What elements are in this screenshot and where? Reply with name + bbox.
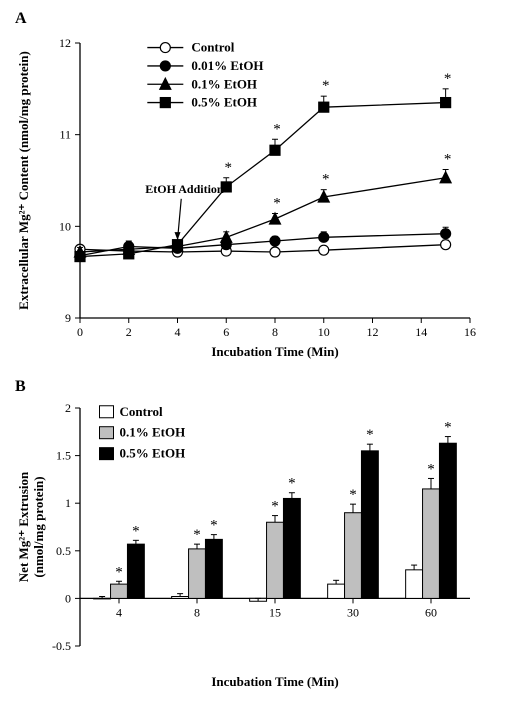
bar — [345, 513, 362, 599]
data-point — [270, 236, 280, 246]
bar — [127, 544, 144, 598]
data-point — [221, 231, 232, 242]
svg-text:11: 11 — [59, 128, 71, 142]
significance-star: * — [322, 172, 330, 188]
bar — [328, 584, 345, 598]
svg-text:30: 30 — [347, 605, 359, 619]
data-point — [75, 252, 85, 262]
svg-text:15: 15 — [269, 605, 281, 619]
svg-text:10: 10 — [59, 219, 71, 233]
bar — [172, 596, 189, 598]
svg-text:9: 9 — [65, 311, 71, 325]
data-point — [319, 245, 329, 255]
significance-star: * — [271, 499, 279, 515]
svg-text:4: 4 — [116, 605, 122, 619]
significance-star: * — [349, 487, 357, 503]
svg-text:12: 12 — [367, 325, 379, 339]
data-point — [319, 102, 329, 112]
bar — [406, 570, 423, 599]
legend-label: 0.1% EtOH — [191, 76, 257, 91]
svg-text:12: 12 — [59, 36, 71, 50]
svg-text:8: 8 — [272, 325, 278, 339]
significance-star: * — [273, 196, 281, 212]
data-point — [319, 232, 329, 242]
data-point — [173, 240, 183, 250]
legend-marker — [160, 61, 170, 71]
significance-star: * — [132, 523, 140, 539]
svg-text:-0.5: -0.5 — [52, 639, 71, 653]
svg-text:8: 8 — [194, 605, 200, 619]
legend-label: 0.5% EtOH — [191, 95, 257, 110]
svg-text:6: 6 — [223, 325, 229, 339]
legend-label: Control — [191, 40, 234, 55]
svg-text:1.5: 1.5 — [56, 449, 71, 463]
svg-text:1: 1 — [65, 496, 71, 510]
bar — [205, 539, 222, 598]
data-point — [441, 98, 451, 108]
svg-text:0: 0 — [65, 591, 71, 605]
svg-text:0: 0 — [77, 325, 83, 339]
panel-b-ylabel: (nmol/mg protein) — [31, 476, 46, 577]
legend-swatch — [100, 406, 114, 418]
legend-label: 0.1% EtOH — [120, 425, 186, 440]
series-line — [80, 178, 446, 252]
svg-text:14: 14 — [415, 325, 427, 339]
panel-b-chart: -0.5 0 0.5 1 1.5 2 4 8 15 30 60 Incubation Time (Mi… — [10, 396, 530, 696]
legend-label: Control — [120, 404, 163, 419]
bar — [189, 549, 206, 599]
svg-text:2: 2 — [126, 325, 132, 339]
panel-a-chart: 0 2 4 6 8 10 12 14 16 9 10 11 12 Incubation Time (Min… — [10, 28, 530, 368]
significance-star: * — [322, 78, 330, 94]
significance-star: * — [115, 564, 123, 580]
legend-marker — [160, 98, 170, 108]
legend-label: 0.01% EtOH — [191, 58, 263, 73]
data-point — [440, 172, 451, 183]
panel-b-ylabel: Net Mg²⁺ Extrusion — [16, 471, 31, 582]
series-line — [80, 103, 446, 257]
data-point — [270, 213, 281, 224]
bar — [439, 443, 456, 598]
data-point — [270, 247, 280, 257]
bar — [111, 584, 128, 598]
data-point — [124, 249, 134, 259]
legend-label: 0.5% EtOH — [120, 446, 186, 461]
data-point — [441, 240, 451, 250]
significance-star: * — [444, 420, 452, 436]
significance-star: * — [210, 518, 218, 534]
data-point — [441, 229, 451, 239]
legend-swatch — [100, 448, 114, 460]
etoh-annotation: EtOH Addition — [145, 182, 224, 196]
bar — [94, 598, 111, 599]
legend-swatch — [100, 427, 114, 439]
significance-star: * — [444, 152, 452, 168]
significance-star: * — [273, 121, 281, 137]
svg-text:2: 2 — [65, 401, 71, 415]
significance-star: * — [288, 476, 296, 492]
svg-text:10: 10 — [318, 325, 330, 339]
panel-a-xlabel: Incubation Time (Min) — [211, 344, 338, 359]
svg-text:60: 60 — [425, 605, 437, 619]
panel-a-label: A — [15, 10, 530, 28]
data-point — [270, 145, 280, 155]
significance-star: * — [444, 71, 452, 87]
significance-star: * — [366, 427, 374, 443]
svg-text:0.5: 0.5 — [56, 544, 71, 558]
bar — [361, 451, 378, 599]
svg-text:4: 4 — [175, 325, 181, 339]
bar — [283, 498, 300, 598]
significance-star: * — [427, 461, 435, 477]
panel-a-ylabel: Extracellular Mg²⁺ Content (nmol/mg prot… — [16, 51, 31, 310]
panel-b-label: B — [15, 378, 530, 396]
svg-text:16: 16 — [464, 325, 476, 339]
legend-marker — [160, 43, 170, 53]
panel-b-xlabel: Incubation Time (Min) — [211, 674, 338, 689]
significance-star: * — [225, 160, 233, 176]
significance-star: * — [193, 527, 201, 543]
bar — [423, 489, 440, 598]
bar — [267, 522, 284, 598]
